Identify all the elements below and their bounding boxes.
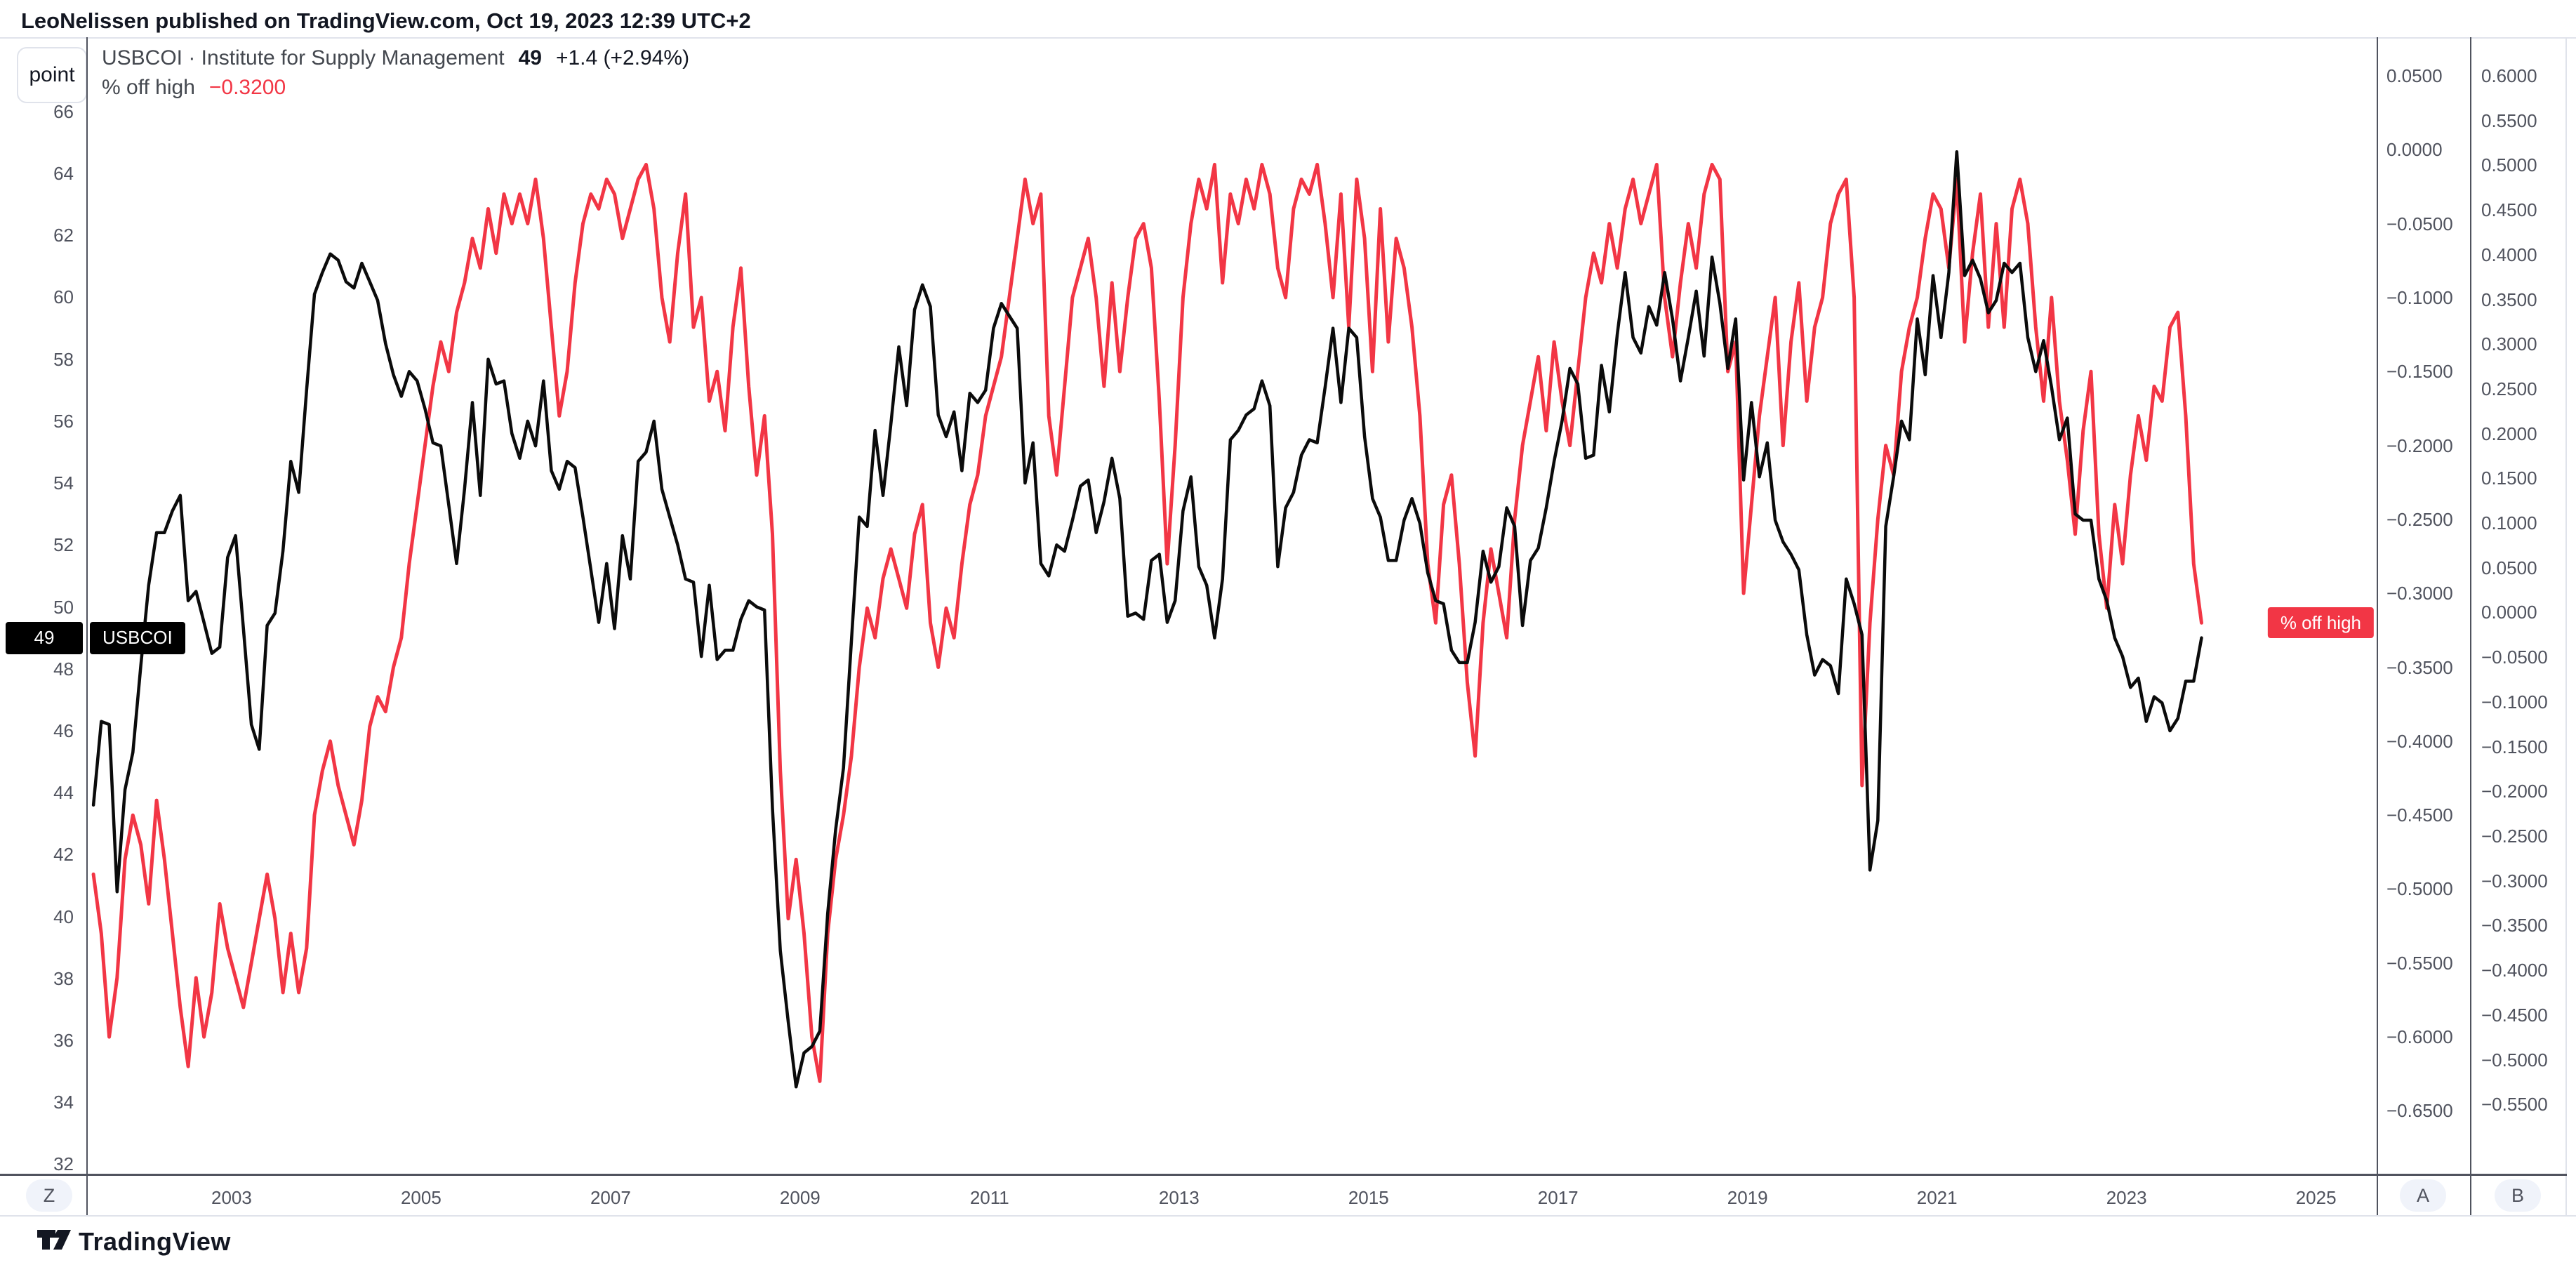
- axis-b-tick: 0.5000: [2481, 154, 2537, 176]
- time-axis-bottom-border: [0, 1215, 2576, 1217]
- axis-b-tick: 0.3500: [2481, 289, 2537, 310]
- offhigh-series-badge: % off high: [2267, 607, 2374, 639]
- left-axis-tick: 40: [53, 906, 74, 927]
- left-axis-tick: 32: [53, 1153, 74, 1175]
- footer-brand[interactable]: TradingView: [79, 1227, 231, 1256]
- offhigh-line: [91, 162, 2203, 1083]
- axis-b-tick: 0.6000: [2481, 65, 2537, 87]
- axis-a-tick: 0.0500: [2386, 65, 2443, 86]
- time-axis-tick: 2007: [590, 1187, 631, 1208]
- left-axis-tick: 64: [53, 163, 74, 185]
- usbcoi-series-badge: USBCOI: [90, 621, 185, 654]
- time-axis-tick: 2009: [779, 1187, 821, 1208]
- right-axis-a[interactable]: [2378, 37, 2469, 1174]
- axis-a-tick: −0.3500: [2386, 656, 2453, 678]
- axis-b-tick: −0.1000: [2481, 691, 2548, 713]
- legend-usbcoi-title: USBCOI · Institute for Supply Management: [102, 46, 505, 69]
- axis-b-tick: 0.2500: [2481, 378, 2537, 399]
- left-axis-tick: 48: [53, 658, 74, 680]
- plot-bottom-border: [0, 1174, 2567, 1176]
- time-axis-tick: 2025: [2295, 1187, 2337, 1208]
- legend-offhigh-title: % off high: [102, 76, 195, 99]
- left-axis-tick: 52: [53, 534, 74, 556]
- legend-offhigh-value: −0.3200: [208, 76, 286, 99]
- axis-b-tick: −0.3000: [2481, 870, 2548, 892]
- axis-a-tick: −0.1000: [2386, 286, 2453, 308]
- last-price-badge: 49: [6, 621, 83, 654]
- axis-a-tick: −0.2000: [2386, 435, 2453, 456]
- time-axis-tick: 2011: [969, 1187, 1009, 1208]
- axis-a-tick: 0.0000: [2386, 139, 2443, 161]
- legend-usbcoi-change: +1.4 (+2.94%): [555, 46, 690, 69]
- axis-a-tick: −0.3000: [2386, 583, 2453, 604]
- left-axis-tick: 62: [53, 225, 74, 246]
- timezone-button[interactable]: Z: [26, 1179, 72, 1212]
- axis-a-tick: −0.2500: [2386, 508, 2453, 530]
- left-axis-tick: 60: [53, 286, 74, 308]
- axis-b-tick: 0.4500: [2481, 199, 2537, 221]
- axis-a-tick: −0.5000: [2386, 878, 2453, 900]
- left-axis-tick: 36: [53, 1030, 74, 1052]
- axis-a-tick: −0.5500: [2386, 952, 2453, 974]
- usbcoi-line: [91, 150, 2203, 1089]
- time-axis-tick: 2005: [400, 1187, 441, 1208]
- left-axis-tick: 50: [53, 596, 74, 618]
- axis-b-tick: 0.0500: [2481, 557, 2537, 578]
- left-axis-tick: 56: [53, 410, 74, 432]
- left-axis-tick: 38: [53, 967, 74, 989]
- tradingview-logo-icon[interactable]: [36, 1226, 72, 1259]
- axis-b-tick: 0.4000: [2481, 244, 2537, 265]
- axis-a-tick: −0.6000: [2386, 1026, 2453, 1048]
- left-axis-tick: 44: [53, 782, 74, 804]
- axis-b-tick: −0.5000: [2481, 1049, 2548, 1071]
- left-axis-tick: 66: [53, 100, 74, 122]
- header-divider: [0, 37, 2576, 39]
- axis-b-tick: −0.2500: [2481, 826, 2548, 847]
- axis-b-tick: −0.4000: [2481, 960, 2548, 981]
- axis-b-tick: −0.5500: [2481, 1094, 2548, 1115]
- publish-info: LeoNelissen published on TradingView.com…: [21, 8, 751, 33]
- legend-row-usbcoi[interactable]: USBCOI · Institute for Supply Management…: [102, 44, 689, 73]
- left-axis-tick: 58: [53, 348, 74, 370]
- time-axis-tick: 2003: [211, 1187, 252, 1208]
- axis-b-tick: −0.1500: [2481, 736, 2548, 757]
- axis-b-tick: −0.4500: [2481, 1004, 2548, 1026]
- axis-a-tick: −0.0500: [2386, 213, 2453, 234]
- axis-b-tick: −0.2000: [2481, 781, 2548, 802]
- legend: USBCOI · Institute for Supply Management…: [102, 44, 689, 102]
- time-axis-tick: 2023: [2106, 1187, 2147, 1208]
- axis-a-scale-button[interactable]: A: [2400, 1179, 2446, 1212]
- time-axis-tick: 2015: [1348, 1187, 1389, 1208]
- axis-a-tick: −0.4500: [2386, 804, 2453, 826]
- left-axis-tick: 42: [53, 844, 74, 866]
- legend-usbcoi-value: 49: [518, 46, 542, 69]
- axis-b-tick: −0.0500: [2481, 647, 2548, 668]
- axis-a-tick: −0.4000: [2386, 730, 2453, 752]
- axis-b-border: [2470, 37, 2471, 1215]
- axis-b-tick: −0.3500: [2481, 915, 2548, 936]
- time-axis-tick: 2017: [1537, 1187, 1579, 1208]
- left-axis-tick: 46: [53, 720, 74, 741]
- axis-b-tick: 0.1000: [2481, 512, 2537, 534]
- axis-b-tick: 0.5500: [2481, 110, 2537, 131]
- left-axis-border: [86, 37, 88, 1215]
- time-axis-tick: 2019: [1727, 1187, 1768, 1208]
- point-unit-button[interactable]: point: [17, 47, 87, 103]
- left-axis-tick: 54: [53, 472, 74, 494]
- axis-b-tick: 0.0000: [2481, 602, 2537, 623]
- time-axis-tick: 2013: [1158, 1187, 1200, 1208]
- axis-a-border: [2377, 37, 2378, 1215]
- axis-b-tick: 0.2000: [2481, 423, 2537, 444]
- axis-a-tick: −0.6500: [2386, 1100, 2453, 1122]
- right-edge-border: [2565, 37, 2567, 1215]
- axis-a-tick: −0.1500: [2386, 361, 2453, 383]
- axis-b-scale-button[interactable]: B: [2495, 1179, 2541, 1212]
- axis-b-tick: 0.3000: [2481, 333, 2537, 355]
- legend-row-offhigh[interactable]: % off high −0.3200: [102, 73, 689, 102]
- axis-b-tick: 0.1500: [2481, 468, 2537, 489]
- left-axis-tick: 34: [53, 1092, 74, 1113]
- time-axis-tick: 2021: [1916, 1187, 1958, 1208]
